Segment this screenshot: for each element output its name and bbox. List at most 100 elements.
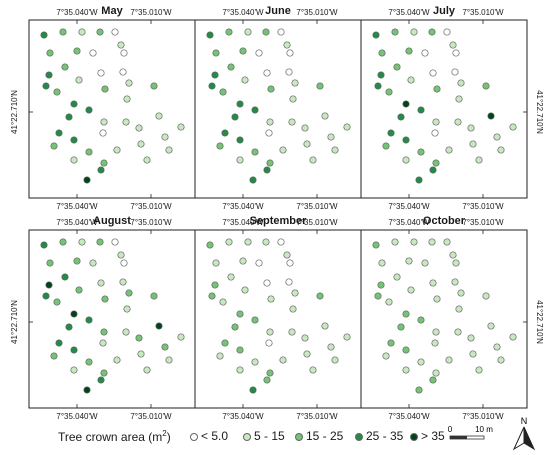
map-panel-september: September (194, 215, 362, 409)
tree-point (433, 85, 441, 93)
tree-point (387, 339, 395, 347)
tree-point (70, 156, 78, 164)
tree-point (303, 140, 311, 148)
lon-label-bottom: 7°35.040'W (222, 412, 264, 421)
tree-point (177, 333, 185, 341)
lon-label-bottom: 7°35.010'W (130, 202, 172, 211)
panel-title-may: May (101, 5, 123, 17)
tree-point (443, 28, 451, 36)
tree-point (374, 82, 382, 90)
tree-point (119, 278, 127, 286)
map-panel-october: October (360, 215, 528, 409)
tree-point (431, 129, 439, 137)
lon-label-top: 7°35.010'W (462, 8, 504, 17)
tree-point (225, 28, 233, 36)
tree-point (255, 259, 263, 267)
tree-point (236, 366, 244, 374)
tree-point (402, 156, 410, 164)
lon-label-bottom: 7°35.040'W (56, 202, 98, 211)
tree-point (410, 28, 418, 36)
legend: Tree crown area (m2) < 5.0 5 - 15 15 - 2… (0, 428, 550, 450)
legend-label-15-25: 15 - 25 (306, 429, 344, 443)
tree-point (99, 129, 107, 137)
tree-point (122, 328, 130, 336)
tree-point (212, 49, 220, 57)
tree-point (165, 356, 173, 364)
tree-point (61, 273, 69, 281)
tree-point (387, 129, 395, 137)
lon-label-bottom: 7°35.040'W (222, 202, 264, 211)
tree-point (309, 156, 317, 164)
lon-label-bottom: 7°35.010'W (296, 202, 338, 211)
tree-point (433, 295, 441, 303)
tree-point (482, 292, 490, 300)
tree-point (143, 156, 151, 164)
tree-point (70, 136, 78, 144)
tree-point (122, 118, 130, 126)
tree-point (123, 305, 131, 313)
tree-point (241, 76, 249, 84)
tree-point (119, 68, 127, 76)
tree-point (97, 279, 105, 287)
tree-point (445, 146, 453, 154)
map-panel-july: July (360, 5, 528, 199)
tree-point (42, 292, 50, 300)
lon-label-top: 7°35.010'W (296, 8, 338, 17)
legend-swatch-lt5 (190, 433, 198, 441)
tree-point (236, 136, 244, 144)
tree-point (455, 95, 463, 103)
legend-swatch-5-15 (243, 433, 251, 441)
tree-point (143, 366, 151, 374)
tree-point (83, 386, 91, 394)
legend-label-gt35: > 35 (421, 429, 445, 443)
tree-point (216, 352, 224, 360)
tree-point (150, 82, 158, 90)
tree-point (100, 369, 108, 377)
tree-point (393, 273, 401, 281)
tree-point (283, 41, 291, 49)
tree-point (452, 49, 460, 57)
tree-point (327, 343, 335, 351)
tree-point (372, 31, 380, 39)
tree-point (85, 148, 93, 156)
tree-point (321, 112, 329, 120)
tree-point (255, 49, 263, 57)
lat-label-left: 41°22.710'N (10, 300, 19, 344)
tree-point (208, 82, 216, 90)
tree-point (165, 146, 173, 154)
tree-point (283, 251, 291, 259)
tree-point (239, 257, 247, 265)
tree-point (251, 106, 259, 114)
tree-point (487, 112, 495, 120)
tree-point (451, 278, 459, 286)
tree-point (263, 69, 271, 77)
lon-label-top: 7°35.040'W (56, 8, 98, 17)
tree-point (372, 241, 380, 249)
tree-point (265, 339, 273, 347)
tree-point (125, 79, 133, 87)
tree-point (100, 159, 108, 167)
panel-title-july: July (433, 5, 456, 17)
tree-point (266, 328, 274, 336)
tree-point (382, 142, 390, 150)
tree-point (135, 334, 143, 342)
tree-point (289, 95, 297, 103)
tree-point (291, 289, 299, 297)
tree-point (385, 88, 393, 96)
tree-point (239, 47, 247, 55)
tree-point (73, 257, 81, 265)
tree-point (509, 333, 517, 341)
tree-point (279, 146, 287, 154)
tree-point (285, 278, 293, 286)
tree-point (83, 176, 91, 184)
tree-point (277, 238, 285, 246)
tree-point (497, 146, 505, 154)
tree-point (249, 176, 257, 184)
tree-point (457, 289, 465, 297)
tree-point (475, 156, 483, 164)
tree-point (89, 259, 97, 267)
tree-point (421, 259, 429, 267)
tree-point (70, 310, 78, 318)
tree-point (429, 166, 437, 174)
